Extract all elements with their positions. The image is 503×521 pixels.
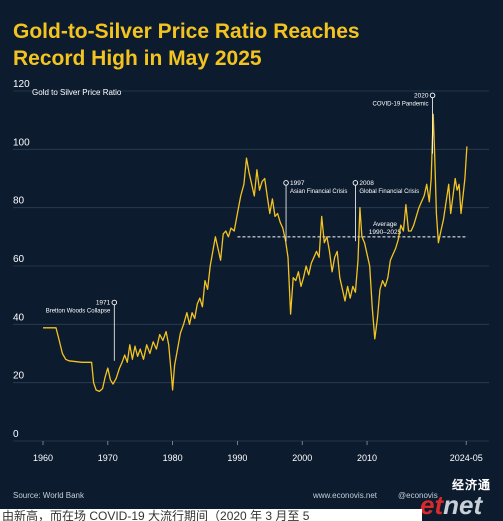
y-tick-label: 120 <box>13 79 30 90</box>
y-tick-label: 60 <box>13 254 25 265</box>
annotation-marker <box>283 180 289 186</box>
data-series <box>43 113 468 393</box>
x-tick-label: 2000 <box>292 453 312 463</box>
annotation-year: 2020 <box>414 92 429 99</box>
y-tick-label: 100 <box>13 137 30 148</box>
y-tick-label: 40 <box>13 312 25 323</box>
article-caption: 由新高，而在场 COVID-19 大流行期间（2020 年 3 月至 5 <box>0 509 422 521</box>
watermark-e: e <box>420 490 435 520</box>
annotation-marker <box>352 180 359 186</box>
watermark-t: t <box>434 490 444 520</box>
annotation-year: 1997 <box>290 180 305 187</box>
annotation-marker <box>429 92 436 99</box>
watermark-chinese: 经济通 <box>452 478 492 492</box>
annotation-text: COVID-19 Pandemic <box>372 101 428 107</box>
chart-title: Gold-to-Silver Price Ratio Reaches Recor… <box>13 18 483 72</box>
watermark-logo: etnet <box>420 492 482 518</box>
annotation-marker <box>111 299 118 306</box>
social-handle[interactable]: @econovis <box>398 491 438 500</box>
title-line-1: Gold-to-Silver Price Ratio Reaches <box>13 20 360 43</box>
x-tick-label: 1990 <box>227 453 247 463</box>
x-tick-label: 1960 <box>33 453 53 463</box>
watermark-net: net <box>443 490 483 520</box>
title-line-2: Record High in May 2025 <box>13 47 262 70</box>
average-label-line1: Average <box>373 221 397 228</box>
y-tick-label: 80 <box>13 196 25 207</box>
y-axis-label: Gold to Silver Price Ratio <box>32 88 122 97</box>
average-label-line2: 1990–2025 <box>369 229 402 236</box>
x-tick-label: 2024-05 <box>450 453 483 463</box>
grid-lines <box>13 90 489 442</box>
series-line-0 <box>43 113 468 393</box>
annotation-year: 1971 <box>96 299 111 306</box>
annotation-text: Bretton Woods Collapse <box>46 308 111 314</box>
y-tick-label: 20 <box>13 371 25 382</box>
y-tick-label: 0 <box>13 429 19 440</box>
annotation-year: 2008 <box>359 180 374 187</box>
annotations: 1971 Bretton Woods Collapse 1997 Asian Fina… <box>46 92 436 361</box>
x-tick-label: 1980 <box>163 453 183 463</box>
source-note: Source: World Bank <box>13 491 84 500</box>
x-tick-label: 1970 <box>98 453 118 463</box>
annotation-text: Asian Financial Crisis <box>290 189 347 195</box>
site-link[interactable]: www.econovis.net <box>313 491 378 500</box>
x-tick-label: 2010 <box>357 453 377 463</box>
annotation-text: Global Financial Crisis <box>359 189 419 195</box>
